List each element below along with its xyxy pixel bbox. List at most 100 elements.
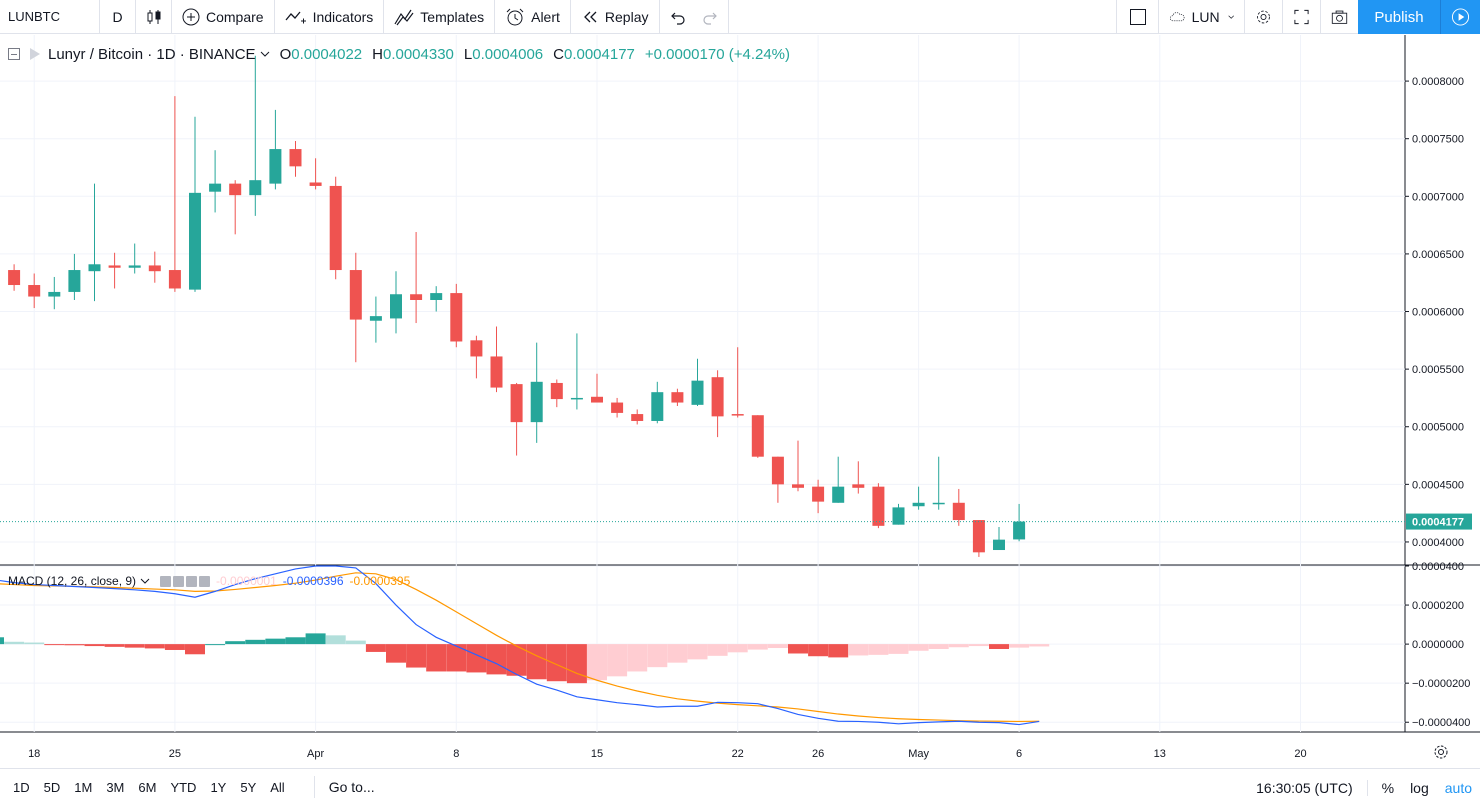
macd-hist-bar	[225, 641, 246, 645]
auto-toggle[interactable]: auto	[1444, 779, 1472, 796]
candle	[912, 486, 925, 510]
macd-hist-bar	[767, 644, 788, 649]
cloud-icon	[1170, 12, 1185, 22]
candle-body	[229, 183, 242, 196]
range-button-3m[interactable]: 3M	[106, 779, 125, 795]
candle	[972, 520, 985, 557]
rewind-icon	[583, 11, 597, 22]
candle	[792, 440, 804, 492]
series-legend: Lunyr / Bitcoin · 1D · BINANCE O0.000402…	[8, 44, 790, 64]
macd-hist-bar	[44, 644, 65, 646]
candle	[168, 96, 181, 292]
range-button-6m[interactable]: 6M	[138, 779, 157, 795]
candle	[550, 379, 563, 408]
ohlc-low: L0.0004006	[463, 45, 544, 63]
range-button-all[interactable]: All	[270, 779, 285, 795]
log-toggle[interactable]: log	[1410, 779, 1429, 796]
macd-hist-bar	[0, 637, 4, 645]
toolbar-right-group: LUN	[1116, 0, 1480, 34]
price-tick-label: 0.0008000	[1412, 76, 1464, 88]
range-button-1d[interactable]: 1D	[13, 779, 30, 795]
candles	[8, 55, 1026, 557]
ohlc-close: C0.0004177	[553, 45, 635, 63]
candle-body	[128, 265, 141, 268]
settings-icon[interactable]	[173, 575, 185, 587]
chevron-down-icon[interactable]	[140, 577, 150, 585]
range-button-5d[interactable]: 5D	[43, 779, 61, 795]
source-code-icon[interactable]	[186, 575, 198, 587]
candle-body	[852, 484, 865, 488]
chevron-down-icon[interactable]	[260, 50, 270, 58]
macd-hist-bar	[788, 644, 808, 654]
candle-body	[550, 382, 563, 400]
chart-style-button[interactable]	[136, 0, 172, 34]
collapse-legend-button[interactable]	[8, 48, 20, 60]
fullscreen-button[interactable]	[1282, 0, 1320, 34]
redo-button[interactable]	[694, 0, 729, 34]
range-button-1m[interactable]: 1M	[74, 779, 93, 795]
candle	[852, 461, 865, 494]
publish-button[interactable]: Publish	[1358, 0, 1440, 34]
range-button-ytd[interactable]: YTD	[170, 779, 197, 795]
candle-body	[812, 486, 825, 502]
macd-hist-bar	[446, 644, 467, 672]
candle	[993, 526, 1005, 551]
candle	[269, 109, 282, 190]
candle	[651, 381, 664, 424]
candle-body	[349, 270, 362, 320]
candle	[872, 483, 885, 529]
layout-button[interactable]	[1116, 0, 1158, 34]
range-button-1y[interactable]: 1Y	[210, 779, 227, 795]
indicators-button[interactable]: Indicators	[275, 0, 385, 34]
compare-button[interactable]: Compare	[172, 0, 275, 34]
alarm-clock-icon	[506, 8, 524, 25]
macd-pane	[0, 565, 1050, 726]
eye-icon[interactable]	[160, 575, 172, 587]
macd-hist-bar	[808, 644, 829, 657]
snapshot-button[interactable]	[1320, 0, 1358, 34]
price-tick-label: 0.0006500	[1412, 249, 1464, 261]
macd-tick-label: 0.0000200	[1412, 600, 1464, 612]
range-button-5y[interactable]: 5Y	[240, 779, 257, 795]
candle-body	[932, 502, 945, 505]
macd-hist-bar	[566, 644, 587, 684]
compare-label: Compare	[206, 8, 264, 25]
alert-button[interactable]: Alert	[495, 0, 571, 34]
close-icon[interactable]	[199, 575, 211, 587]
percent-toggle[interactable]: %	[1381, 779, 1395, 796]
goto-button[interactable]: Go to...	[313, 776, 375, 798]
publish-menu-button[interactable]	[1440, 0, 1480, 34]
candle-body	[269, 149, 282, 184]
interval-button[interactable]: D	[100, 0, 136, 34]
macd-hist-bar	[64, 644, 85, 646]
templates-button[interactable]: Templates	[384, 0, 496, 34]
candle	[349, 252, 362, 363]
candle	[128, 243, 141, 274]
macd-hist-bar	[607, 644, 628, 677]
price-tick-label: 0.0005000	[1412, 422, 1464, 434]
macd-hist-bar	[1009, 644, 1030, 648]
macd-hist-bar	[968, 644, 989, 647]
macd-legend: MACD (12, 26, close, 9) -0.0000001 -0.00…	[8, 573, 410, 589]
macd-hist-bar	[265, 638, 286, 645]
undo-button[interactable]	[660, 0, 694, 34]
candle-body	[168, 270, 181, 289]
candle-body	[671, 392, 684, 403]
bottom-bar: 1D 5D 1M 3M 6M YTD 1Y 5Y All Go to... 16:30:05 (…	[0, 768, 1480, 805]
candle	[390, 271, 402, 334]
macd-hist-bar	[386, 644, 406, 663]
candle-body	[591, 396, 603, 403]
chart-area[interactable]: 0.0008000 0.0007500 0.0007000 0.0006500 0.00…	[0, 35, 1480, 768]
candle-body	[751, 415, 764, 457]
macd-hist-bar	[144, 644, 165, 649]
square-layout-icon	[1129, 9, 1146, 25]
cloud-save-button[interactable]: LUN	[1158, 0, 1244, 34]
symbol-search-button[interactable]: LUNBTC	[0, 0, 100, 34]
replay-button[interactable]: Replay	[571, 0, 660, 34]
indicators-label: Indicators	[312, 8, 374, 25]
settings-button[interactable]	[1244, 0, 1282, 34]
candle	[450, 283, 463, 348]
candle	[751, 415, 764, 458]
clock[interactable]: 16:30:05 (UTC)	[1248, 779, 1368, 796]
macd-signal-line	[0, 572, 1040, 723]
